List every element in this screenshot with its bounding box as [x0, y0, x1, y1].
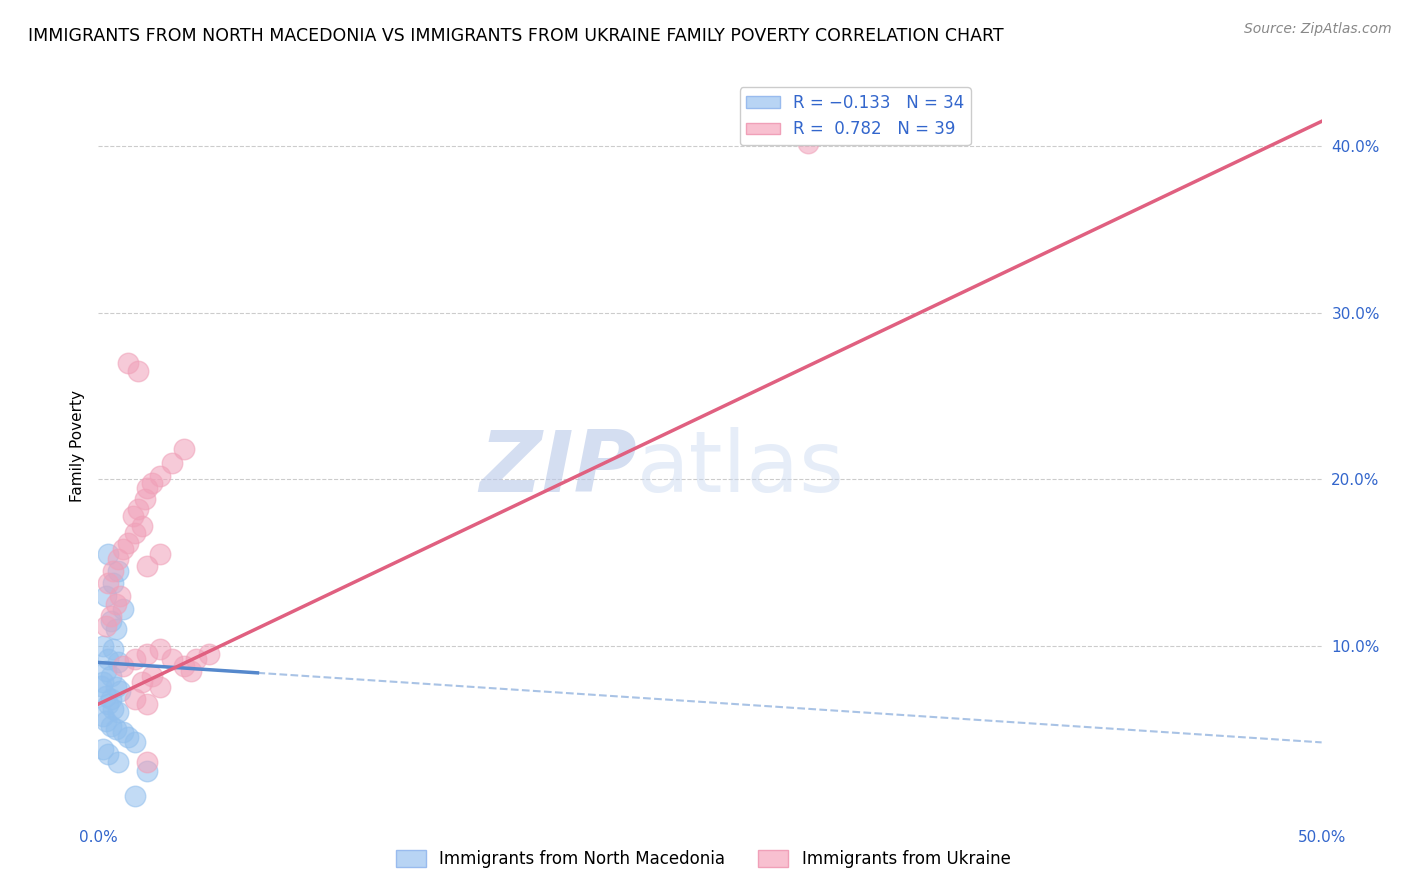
Point [149, 547, 172, 561]
Point [124, 652, 146, 666]
Point [94, 589, 117, 603]
Point [107, 564, 129, 578]
Point [160, 652, 183, 666]
Point [97, 747, 120, 761]
Point [101, 642, 124, 657]
Point [149, 642, 172, 657]
Point [94, 664, 117, 678]
Point [104, 722, 127, 736]
Legend: R = −0.133   N = 34, R =  0.782   N = 39: R = −0.133 N = 34, R = 0.782 N = 39 [740, 87, 970, 145]
Point [173, 442, 195, 457]
Point [111, 542, 134, 557]
Point [94, 689, 117, 703]
Point [797, 136, 820, 150]
Point [107, 756, 129, 770]
Text: IMMIGRANTS FROM NORTH MACEDONIA VS IMMIGRANTS FROM UKRAINE FAMILY POVERTY CORREL: IMMIGRANTS FROM NORTH MACEDONIA VS IMMIG… [28, 27, 1004, 45]
Point [136, 558, 159, 573]
Point [100, 719, 122, 733]
Point [149, 469, 172, 483]
Point [124, 789, 146, 803]
Point [121, 508, 143, 523]
Point [107, 706, 129, 720]
Point [124, 525, 146, 540]
Point [101, 575, 124, 590]
Legend: Immigrants from North Macedonia, Immigrants from Ukraine: Immigrants from North Macedonia, Immigra… [389, 843, 1017, 875]
Point [124, 735, 146, 749]
Point [100, 614, 122, 628]
Point [100, 692, 122, 706]
Text: atlas: atlas [637, 427, 845, 510]
Point [186, 652, 208, 666]
Point [127, 364, 149, 378]
Point [104, 681, 127, 695]
Point [107, 552, 129, 566]
Point [100, 608, 122, 623]
Point [131, 675, 153, 690]
Point [136, 764, 159, 778]
Point [136, 647, 159, 661]
Point [94, 714, 117, 728]
Point [117, 535, 139, 549]
Point [104, 597, 127, 611]
Point [111, 658, 134, 673]
Point [111, 725, 134, 739]
Point [97, 575, 120, 590]
Point [97, 547, 120, 561]
Point [136, 481, 159, 495]
Point [197, 647, 219, 661]
Point [134, 492, 156, 507]
Point [107, 656, 129, 670]
Point [91, 742, 114, 756]
Point [101, 564, 124, 578]
Point [173, 658, 195, 673]
Point [160, 456, 183, 470]
Y-axis label: Family Poverty: Family Poverty [69, 390, 84, 502]
Point [131, 519, 153, 533]
Point [91, 708, 114, 723]
Point [180, 664, 202, 678]
Point [141, 475, 163, 490]
Point [117, 731, 139, 745]
Point [136, 756, 159, 770]
Point [136, 697, 159, 711]
Text: Source: ZipAtlas.com: Source: ZipAtlas.com [1244, 22, 1392, 37]
Point [97, 652, 120, 666]
Point [117, 356, 139, 370]
Point [110, 683, 132, 698]
Point [127, 502, 149, 516]
Point [91, 639, 114, 653]
Point [97, 697, 120, 711]
Point [91, 675, 114, 690]
Point [149, 681, 172, 695]
Point [100, 669, 122, 683]
Point [94, 619, 117, 633]
Text: ZIP: ZIP [479, 427, 637, 510]
Point [124, 692, 146, 706]
Point [104, 622, 127, 636]
Point [101, 702, 124, 716]
Point [110, 589, 132, 603]
Point [90, 679, 112, 693]
Point [141, 669, 163, 683]
Point [111, 602, 134, 616]
